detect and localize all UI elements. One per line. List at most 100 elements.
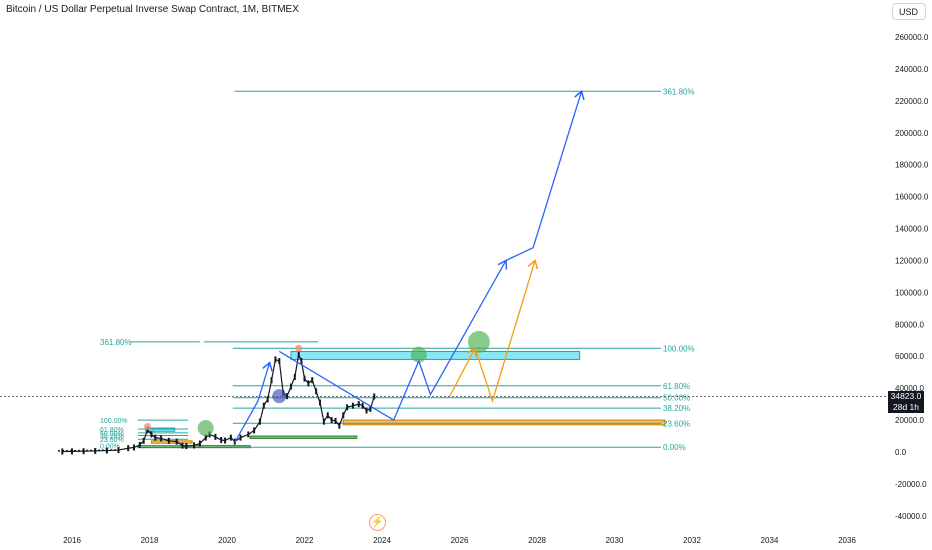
fib-label-left: 100.00% — [100, 418, 128, 425]
price-candle — [175, 438, 178, 445]
candle-countdown: 28d 1h — [893, 402, 919, 412]
price-candle — [160, 435, 163, 442]
current-price-value: 34823.0 — [890, 391, 922, 401]
price-candle — [342, 412, 345, 419]
highlight-circle-green — [197, 420, 214, 437]
zone-orange — [342, 419, 666, 426]
zone-cyan-small — [145, 427, 176, 432]
y-tick-label: 0.0 — [895, 448, 907, 457]
price-candle — [214, 433, 217, 440]
x-tick-label: 2034 — [761, 536, 779, 545]
blue-projection-path-c — [532, 91, 583, 248]
tradingview-logo-icon[interactable]: ⚡ — [369, 514, 386, 531]
price-candle — [133, 444, 135, 451]
price-candle — [138, 441, 141, 448]
x-tick-label: 2030 — [606, 536, 624, 545]
price-candle — [307, 380, 310, 387]
x-tick-label: 2022 — [296, 536, 314, 545]
price-candle — [286, 393, 289, 400]
price-candle — [278, 358, 281, 365]
y-tick-label: 220000.0 — [895, 97, 929, 106]
price-candle — [326, 412, 329, 419]
blue-arrowhead — [497, 259, 508, 270]
price-candle — [365, 407, 368, 414]
price-candle — [224, 437, 227, 444]
y-tick-label: -20000.0 — [895, 480, 927, 489]
fib-label-left: 61.80% — [100, 427, 124, 434]
highlight-circle-blue — [272, 389, 287, 404]
price-candle — [351, 402, 354, 409]
zone-cyan — [290, 350, 581, 360]
y-tick-label: 100000.0 — [895, 288, 929, 297]
price-candle — [311, 377, 314, 384]
fib-label-left: 38.20% — [100, 434, 124, 441]
fib-label-right: 100.00% — [663, 344, 695, 353]
fib-label-left: 0.00% — [100, 444, 120, 451]
y-tick-label: 200000.0 — [895, 129, 929, 138]
fib-label-right: 50.00% — [663, 394, 690, 403]
price-candle — [193, 442, 196, 449]
highlight-circle-green — [467, 330, 490, 353]
price-candle — [274, 356, 277, 363]
x-tick-label: 2020 — [218, 536, 236, 545]
fib-extension-label: 361.80% — [100, 338, 132, 347]
price-candle — [270, 377, 273, 384]
price-candle — [322, 418, 325, 425]
x-tick-label: 2024 — [373, 536, 391, 545]
y-tick-label: 60000.0 — [895, 352, 924, 361]
price-candle — [142, 437, 145, 444]
blue-arrowhead — [262, 361, 273, 372]
price-candle — [258, 418, 261, 425]
price-candle — [253, 427, 256, 434]
price-candle — [154, 434, 157, 441]
orange-arrowhead — [466, 347, 477, 358]
y-tick-label: 260000.0 — [895, 33, 929, 42]
blue-projection-path-b — [278, 247, 534, 422]
x-tick-label: 2032 — [683, 536, 701, 545]
price-candle — [303, 375, 306, 382]
price-candle — [181, 442, 184, 449]
price-candle — [357, 401, 360, 408]
price-candle — [239, 434, 242, 441]
current-price-tag: 34823.0 28d 1h — [888, 391, 924, 413]
x-tick-label: 2018 — [141, 536, 159, 545]
y-tick-label: 160000.0 — [895, 193, 929, 202]
currency-button[interactable]: USD — [892, 3, 926, 20]
orange-arrowhead — [527, 259, 539, 270]
zone-green — [249, 435, 358, 439]
y-tick-label: 40000.0 — [895, 384, 924, 393]
blue-projection-path-a — [234, 362, 271, 443]
fib-label-right: 38.20% — [663, 404, 690, 413]
fib-label-right: 23.60% — [663, 419, 690, 428]
x-tick-label: 2036 — [838, 536, 856, 545]
fib-label-left: 23.60% — [100, 437, 124, 444]
y-tick-label: 180000.0 — [895, 161, 929, 170]
price-candle — [127, 445, 130, 452]
y-tick-label: 240000.0 — [895, 65, 929, 74]
price-candle — [167, 437, 170, 444]
price-candle — [198, 440, 201, 447]
x-tick-label: 2016 — [63, 536, 81, 545]
orange-projection-path — [449, 260, 536, 404]
y-tick-label: -40000.0 — [895, 512, 927, 521]
price-candle — [247, 431, 250, 438]
x-tick-label: 2028 — [528, 536, 546, 545]
price-candle — [150, 431, 153, 438]
price-candle — [289, 383, 292, 390]
fib-label-left: 50.00% — [100, 431, 124, 438]
price-candle — [220, 437, 223, 444]
price-candle — [361, 402, 364, 409]
price-candle — [315, 388, 318, 395]
price-candle — [293, 373, 296, 380]
price-candle — [369, 405, 372, 412]
price-candle — [204, 434, 207, 441]
y-tick-label: 20000.0 — [895, 416, 924, 425]
price-candle — [338, 422, 341, 429]
price-candle — [373, 393, 376, 400]
price-candle — [229, 434, 232, 441]
chart-title: Bitcoin / US Dollar Perpetual Inverse Sw… — [6, 4, 299, 15]
y-tick-label: 140000.0 — [895, 225, 929, 234]
price-candle — [346, 404, 349, 411]
top-marker — [295, 344, 303, 352]
